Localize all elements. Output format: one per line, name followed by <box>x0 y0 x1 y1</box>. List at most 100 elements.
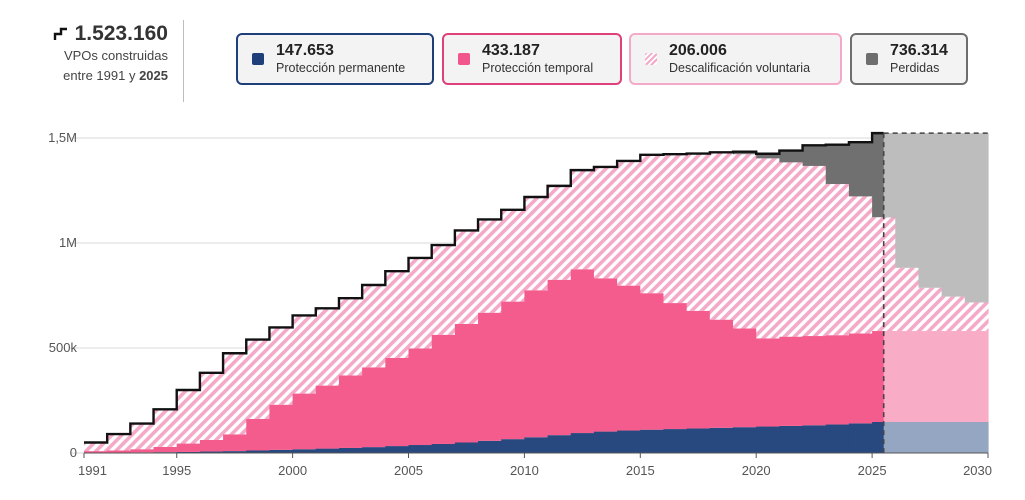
segment-temporal <box>478 312 502 441</box>
segment-temporal <box>385 357 410 447</box>
segment-permanente <box>709 427 734 453</box>
segment-temporal <box>802 336 827 426</box>
segment-temporal <box>547 279 572 436</box>
legend-descalificada-label: Descalificación voluntaria <box>669 61 811 75</box>
segment-temporal <box>269 404 294 450</box>
segment-permanente <box>895 421 920 453</box>
segment-temporal <box>107 450 131 453</box>
segment-permanente <box>640 429 665 453</box>
segment-descalificada <box>895 267 920 332</box>
segment-descalificada <box>315 308 340 386</box>
x-tick-label: 1991 <box>78 463 107 478</box>
summary-line-2-prefix: entre 1991 y <box>63 68 136 83</box>
legend-temporal-label: Protección temporal <box>482 61 594 75</box>
legend-perdidas-value: 736.314 <box>890 42 948 59</box>
segment-descalificada <box>802 165 827 337</box>
segment-temporal <box>918 331 943 422</box>
segment-permanente <box>524 437 549 453</box>
legend-perdidas-swatch <box>866 53 878 65</box>
segment-perdidas <box>733 151 757 155</box>
segment-permanente <box>454 442 479 453</box>
y-tick-label: 1,5M <box>48 130 77 145</box>
segment-permanente <box>431 443 456 453</box>
segment-perdidas-projection <box>883 133 896 218</box>
segment-descalificada <box>269 327 294 405</box>
segment-permanente <box>223 451 247 453</box>
segment-permanente <box>269 449 294 453</box>
segment-descalificada <box>246 339 271 419</box>
segment-permanente <box>825 424 850 453</box>
legend-descalificada-swatch <box>645 53 657 65</box>
segment-descalificada <box>570 170 595 270</box>
segment-permanente <box>593 431 618 453</box>
segment-permanente <box>478 440 502 453</box>
segment-descalificada <box>825 183 850 336</box>
segment-temporal <box>640 293 665 430</box>
segment-permanente <box>385 446 410 453</box>
segment-descalificada <box>501 209 526 302</box>
segment-descalificada <box>663 154 688 304</box>
segment-permanente <box>570 433 595 453</box>
segment-temporal <box>315 385 340 449</box>
segment-descalificada <box>130 423 155 450</box>
legend-permanente-label: Protección permanente <box>276 61 406 75</box>
segment-permanente <box>918 421 943 453</box>
segment-descalificada <box>223 353 247 435</box>
legend-temporal[interactable]: 433.187 Protección temporal <box>442 33 622 85</box>
legend-temporal-swatch <box>458 53 470 65</box>
x-tick-label: 2020 <box>742 463 771 478</box>
segment-descalificada <box>478 219 502 313</box>
segment-descalificada <box>640 154 665 294</box>
segment-descalificada <box>941 296 966 332</box>
segment-permanente <box>547 435 572 453</box>
segment-temporal <box>130 449 155 453</box>
segment-permanente <box>246 450 271 453</box>
x-tick-label: 2025 <box>858 463 887 478</box>
segment-temporal <box>338 375 363 448</box>
legend-permanente[interactable]: 147.653 Protección permanente <box>236 33 434 85</box>
segment-temporal <box>292 393 317 450</box>
x-tick-label: 2000 <box>278 463 307 478</box>
segment-descalificada <box>524 197 549 291</box>
total-built: 1.523.160 <box>0 22 184 46</box>
segment-permanente <box>338 447 363 453</box>
segment-perdidas <box>895 133 920 268</box>
segment-perdidas <box>964 133 989 303</box>
total-built-line <box>84 131 884 444</box>
segment-temporal <box>617 285 641 431</box>
segment-descalificada <box>338 298 363 376</box>
segment-permanente <box>686 428 711 453</box>
segment-permanente <box>733 427 757 453</box>
segment-temporal <box>153 446 178 453</box>
segment-descalificada <box>872 217 896 332</box>
segment-permanente <box>756 426 780 453</box>
segment-descalificada <box>848 196 873 334</box>
legend-descalificada[interactable]: 206.006 Descalificación voluntaria <box>629 33 842 85</box>
segment-perdidas <box>779 150 804 163</box>
segment-temporal <box>848 333 873 424</box>
legend-perdidas[interactable]: 736.314 Perdidas <box>850 33 968 85</box>
segment-perdidas <box>918 133 943 288</box>
segment-descalificada <box>84 442 108 452</box>
segment-descalificada <box>176 390 201 444</box>
y-tick-label: 1M <box>59 235 77 250</box>
segment-permanente <box>964 421 989 453</box>
x-tick-label: 1995 <box>162 463 191 478</box>
segment-permanente <box>617 430 641 453</box>
segment-permanente <box>176 451 201 453</box>
segment-permanente <box>315 448 340 453</box>
segment-permanente <box>848 423 873 453</box>
legend-descalificada-value: 206.006 <box>669 42 727 59</box>
segment-descalificada <box>454 230 479 324</box>
segment-temporal <box>756 338 780 427</box>
segment-temporal <box>223 434 247 452</box>
segment-permanente-projection <box>883 421 896 453</box>
total-value: 1.523.160 <box>74 22 168 45</box>
segment-descalificada <box>918 287 943 332</box>
segment-temporal <box>825 335 850 425</box>
segment-temporal <box>199 439 224 452</box>
segment-permanente <box>362 447 386 453</box>
segment-descalificada <box>617 160 641 286</box>
segment-permanente <box>199 451 224 453</box>
legend-temporal-value: 433.187 <box>482 42 540 59</box>
